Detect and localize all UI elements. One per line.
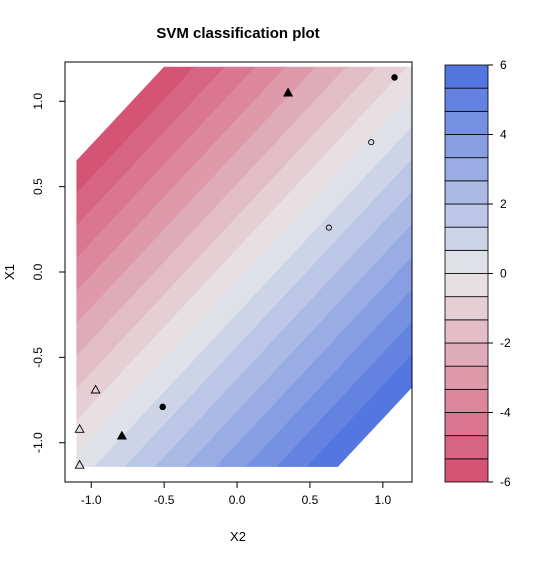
y-tick-label: -0.5 <box>31 347 45 368</box>
contour-band <box>124 159 412 467</box>
contour-band <box>76 93 412 467</box>
contour-band <box>215 256 412 467</box>
data-point-triangle <box>116 430 127 440</box>
colorbar-level <box>444 110 489 135</box>
colorbar-level <box>444 64 489 89</box>
x-tick-label: 0.0 <box>229 493 246 507</box>
y-axis: -1.0 -0.5 0.0 0.5 1.0 <box>31 93 66 453</box>
colorbar-level <box>444 296 489 321</box>
y-tick-label: 0.0 <box>31 263 45 280</box>
colorbar-level <box>444 388 489 413</box>
data-point-circle <box>325 224 332 231</box>
colorbar-level <box>444 342 489 367</box>
colorbar-level <box>444 157 489 182</box>
colorbar-tick-label: -2 <box>500 336 511 350</box>
colorbar-tick-label: 6 <box>500 58 507 72</box>
x-tick-label: 1.0 <box>374 493 391 507</box>
colorbar-level <box>444 412 489 437</box>
data-point-triangle <box>74 459 85 469</box>
y-tick-label: -1.0 <box>31 432 45 453</box>
x-tick-label: -1.0 <box>81 493 102 507</box>
colorbar-level <box>444 87 489 112</box>
data-point-circle <box>159 403 166 411</box>
colorbar-level <box>444 365 489 390</box>
data-point-triangle <box>283 87 294 97</box>
contour-band <box>94 126 412 467</box>
colorbar-level <box>444 226 489 251</box>
y-axis-label: X1 <box>2 264 17 280</box>
decision-surface <box>76 66 412 467</box>
contour-band <box>154 191 412 467</box>
contour-band <box>276 321 412 467</box>
data-point-triangle <box>74 423 85 433</box>
chart-title: SVM classification plot <box>156 25 319 42</box>
colorbar-tick-label: 4 <box>500 128 507 142</box>
y-tick-label: 0.5 <box>31 178 45 195</box>
data-point-circle <box>368 139 375 146</box>
colorbar-level <box>444 458 489 483</box>
colorbar-level <box>444 273 489 298</box>
colorbar-level <box>444 180 489 205</box>
colorbar-tick-label: 2 <box>500 197 507 211</box>
contour-band <box>185 224 412 467</box>
x-tick-label: 0.5 <box>302 493 319 507</box>
colorbar-tick-label: -6 <box>500 475 511 489</box>
colorbar-level <box>444 435 489 460</box>
y-tick-label: 1.0 <box>31 93 45 110</box>
contour-band <box>245 289 412 467</box>
x-axis: -1.0 -0.5 0.0 0.5 1.0 <box>81 481 392 507</box>
x-axis-label: X2 <box>230 529 246 544</box>
colorbar-tick-label: 0 <box>500 267 507 281</box>
colorbar-level <box>444 203 489 228</box>
data-point-triangle <box>90 384 101 394</box>
colorbar-level <box>444 134 489 159</box>
x-tick-label: -0.5 <box>154 493 175 507</box>
colorbar-tick-label: -4 <box>500 406 511 420</box>
colorbar-level <box>444 319 489 344</box>
data-points <box>74 74 398 469</box>
contour-band <box>306 354 412 467</box>
data-point-circle <box>391 74 398 81</box>
colorbar-level <box>444 249 489 274</box>
colorbar: -6 -4 -2 0 2 4 6 <box>444 58 511 489</box>
